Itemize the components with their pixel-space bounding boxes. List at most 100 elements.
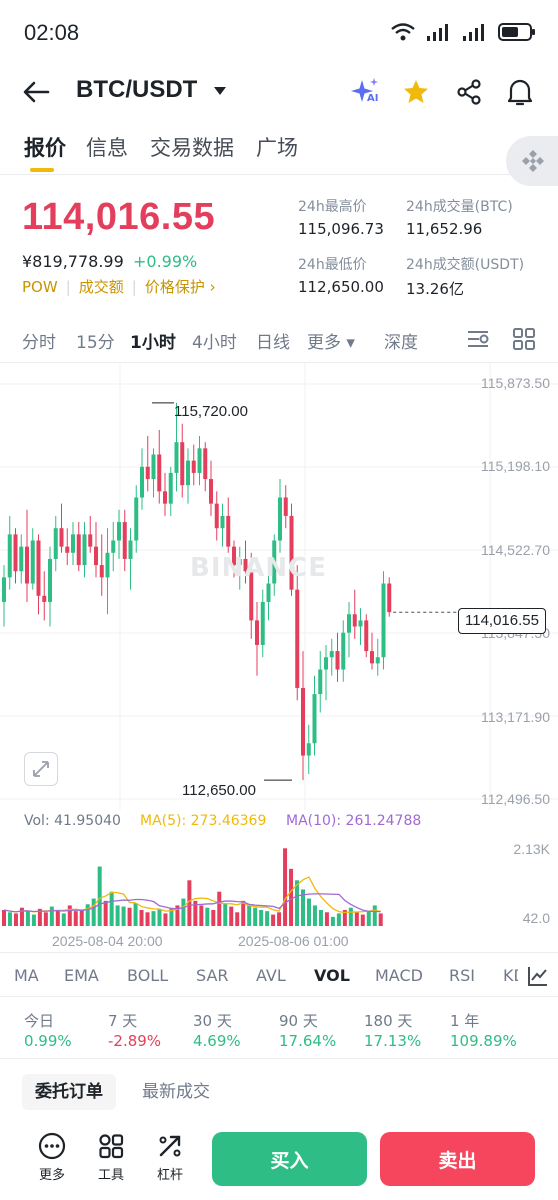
caret-down-icon[interactable] bbox=[213, 86, 227, 96]
candle-body bbox=[191, 460, 196, 473]
candle-body bbox=[82, 534, 87, 566]
tag-price-protect[interactable]: 价格保护 › bbox=[144, 278, 216, 296]
candle-body bbox=[53, 528, 58, 559]
volume-bar bbox=[49, 906, 54, 926]
ind-sar[interactable]: SAR bbox=[196, 966, 229, 985]
candle-body bbox=[65, 546, 70, 553]
tab-info[interactable]: 信息 bbox=[86, 136, 128, 160]
volume-bar bbox=[181, 898, 186, 926]
ind-kd[interactable]: KD bbox=[503, 966, 521, 985]
pair-title[interactable]: BTC/USDT bbox=[76, 76, 198, 103]
candle-body bbox=[13, 534, 18, 572]
volume-bar bbox=[253, 907, 258, 926]
interval-depth[interactable]: 深度 bbox=[384, 333, 418, 353]
candle-body bbox=[19, 546, 24, 572]
vol-y-top: 2.13K bbox=[513, 841, 550, 857]
buy-button[interactable]: 买入 bbox=[212, 1132, 367, 1186]
ind-avl[interactable]: AVL bbox=[256, 966, 286, 985]
tab-trading-data[interactable]: 交易数据 bbox=[150, 136, 234, 160]
section-tabs: 报价 信息 交易数据 广场 bbox=[0, 124, 558, 172]
tools-button[interactable]: 工具 bbox=[89, 1132, 133, 1183]
candle-body bbox=[283, 497, 288, 516]
vol-usdt-label: 24h成交额(USDT) bbox=[406, 257, 525, 273]
volume-bar bbox=[19, 907, 24, 926]
candle-body bbox=[214, 503, 219, 529]
candlestick-chart[interactable] bbox=[0, 363, 558, 810]
volume-bar bbox=[103, 900, 108, 926]
vol-label: Vol: 41.95040 bbox=[24, 813, 121, 829]
candle-body bbox=[42, 595, 47, 602]
volume-bar bbox=[289, 868, 294, 926]
layout-grid-icon[interactable] bbox=[512, 327, 536, 351]
candle-body bbox=[312, 694, 317, 744]
candle-body bbox=[220, 515, 225, 529]
volume-bar bbox=[157, 908, 162, 926]
vol-y-bottom: 42.0 bbox=[522, 910, 550, 926]
volume-bar bbox=[217, 891, 222, 926]
volume-bar bbox=[163, 913, 168, 926]
more-button[interactable]: 更多 bbox=[30, 1132, 74, 1183]
candle-body bbox=[375, 657, 380, 664]
volume-bar bbox=[151, 911, 156, 926]
volume-bar bbox=[193, 900, 198, 926]
tag-volume[interactable]: 成交额 bbox=[78, 278, 124, 296]
volume-bar bbox=[324, 912, 329, 926]
candle-body bbox=[352, 614, 357, 627]
x-tick-label: 2025-08-04 20:00 bbox=[52, 933, 163, 949]
ind-boll[interactable]: BOLL bbox=[127, 966, 169, 985]
volume-chart[interactable] bbox=[0, 836, 558, 928]
wifi-icon bbox=[391, 23, 415, 41]
candle-body bbox=[347, 614, 351, 633]
volume-bar bbox=[312, 905, 317, 926]
candle-body bbox=[381, 583, 386, 658]
tag-pow[interactable]: POW bbox=[22, 277, 58, 296]
sell-button[interactable]: 卖出 bbox=[380, 1132, 535, 1186]
tab-square[interactable]: 广场 bbox=[256, 136, 298, 160]
tab-latest-trades[interactable]: 最新成交 bbox=[142, 1082, 210, 1102]
candle-body bbox=[145, 466, 150, 480]
ind-ema[interactable]: EMA bbox=[64, 966, 99, 985]
interval-4h[interactable]: 4小时 bbox=[192, 333, 237, 353]
interval-more[interactable]: 更多 ▾ bbox=[307, 333, 355, 353]
indicator-settings-icon[interactable] bbox=[466, 328, 490, 350]
divider bbox=[0, 1058, 558, 1059]
perf-value: 4.69% bbox=[193, 1032, 241, 1050]
signal-icon-2 bbox=[463, 24, 484, 41]
volume-bar bbox=[121, 906, 126, 926]
volume-bar bbox=[235, 912, 240, 926]
volume-bar bbox=[342, 910, 347, 926]
interval-time[interactable]: 分时 bbox=[22, 333, 56, 353]
floating-binance-button[interactable] bbox=[506, 136, 558, 186]
back-arrow-icon[interactable] bbox=[22, 80, 50, 104]
candle-body bbox=[99, 565, 104, 578]
star-favorite-icon[interactable] bbox=[402, 78, 430, 106]
ind-vol[interactable]: VOL bbox=[314, 966, 350, 985]
active-tab-indicator bbox=[30, 168, 54, 172]
candle-body bbox=[186, 460, 190, 486]
candle-body bbox=[88, 534, 93, 547]
volume-bar bbox=[271, 914, 276, 926]
perf-value: 0.99% bbox=[24, 1032, 72, 1050]
interval-day[interactable]: 日线 bbox=[256, 333, 290, 353]
ind-macd[interactable]: MACD bbox=[375, 966, 423, 985]
ind-rsi[interactable]: RSI bbox=[449, 966, 475, 985]
candle-body bbox=[25, 546, 29, 584]
candle-body bbox=[7, 534, 12, 578]
candle-body bbox=[289, 515, 294, 590]
leverage-button[interactable]: 杠杆 bbox=[148, 1132, 192, 1183]
ai-button[interactable]: AI bbox=[350, 76, 382, 108]
fullscreen-button[interactable] bbox=[24, 752, 58, 786]
vol-ma5-line bbox=[3, 876, 381, 914]
volume-bar bbox=[301, 889, 305, 926]
interval-15m[interactable]: 15分 bbox=[76, 333, 115, 353]
tab-quote[interactable]: 报价 bbox=[24, 136, 66, 160]
candle-body bbox=[134, 497, 139, 541]
share-icon[interactable] bbox=[455, 78, 483, 106]
interval-1h[interactable]: 1小时 bbox=[130, 333, 176, 353]
candle-body bbox=[180, 442, 185, 486]
chart-settings-button[interactable] bbox=[518, 958, 558, 994]
tools-grid-icon bbox=[99, 1134, 124, 1159]
bell-icon[interactable] bbox=[506, 77, 534, 107]
tab-open-orders[interactable]: 委托订单 bbox=[22, 1074, 116, 1110]
ind-ma[interactable]: MA bbox=[14, 966, 39, 985]
